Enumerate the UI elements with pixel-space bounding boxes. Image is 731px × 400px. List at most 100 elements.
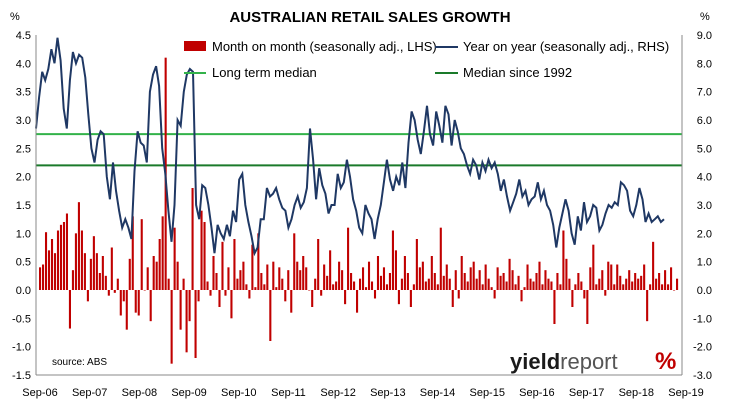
mom-bar (415, 239, 418, 290)
right-tick-label: -2.0 (693, 342, 712, 354)
mom-bar (332, 284, 335, 290)
x-tick-label: Sep-14 (420, 387, 455, 399)
mom-bar (275, 287, 278, 290)
yieldreport-logo: yieldreport % (510, 348, 676, 375)
right-tick-label: 3.0 (697, 200, 712, 212)
mom-bar (613, 284, 616, 290)
mom-bar (514, 284, 517, 290)
x-tick-label: Sep-06 (22, 387, 57, 399)
mom-bar (367, 261, 371, 290)
mom-bar (622, 284, 625, 290)
mom-bar (170, 290, 173, 364)
mom-bar (436, 284, 439, 290)
x-tick-label: Sep-18 (619, 387, 654, 399)
x-tick-label: Sep-16 (519, 387, 554, 399)
logo-percent: % (655, 348, 676, 375)
mom-bar (508, 258, 511, 290)
mom-bar (179, 290, 182, 330)
mom-bar (373, 290, 377, 299)
mom-bar (580, 281, 583, 290)
mom-bar (242, 261, 245, 290)
mom-bar (631, 281, 634, 290)
mom-bar (577, 273, 580, 290)
mom-bar (116, 278, 119, 290)
mom-bar (391, 230, 394, 290)
mom-bar (272, 261, 275, 290)
mom-bar (478, 270, 481, 290)
x-tick-label: Sep-11 (271, 387, 306, 399)
mom-bar (583, 290, 586, 299)
mom-bar (245, 284, 248, 290)
mom-bar (556, 273, 559, 290)
mom-bar (574, 284, 577, 290)
mom-bar (646, 290, 649, 322)
legend-label-mom: Month on month (seasonally adj., LHS) (212, 39, 437, 54)
mom-bar (454, 270, 457, 290)
x-tick-label: Sep-08 (122, 387, 157, 399)
right-tick-label: 5.0 (697, 143, 712, 155)
mom-bar (427, 278, 430, 290)
mom-bar (53, 253, 57, 290)
mom-bar (227, 267, 230, 290)
mom-bar (592, 244, 595, 290)
mom-bar (442, 275, 445, 290)
mom-bar (493, 290, 496, 299)
right-tick-label: 9.0 (697, 30, 712, 42)
mom-bar (341, 270, 344, 290)
mom-bar (80, 230, 83, 290)
mom-bar (379, 275, 383, 290)
mom-bar (152, 256, 155, 290)
mom-bar (65, 213, 69, 290)
mom-bar (616, 264, 619, 290)
right-tick-label: 2.0 (697, 228, 712, 240)
mom-bar (433, 273, 436, 290)
mom-bar (305, 267, 308, 290)
legend-label-median-1992: Median since 1992 (463, 65, 572, 80)
mom-bar (230, 290, 233, 319)
mom-bar (448, 278, 451, 290)
mom-bar (670, 267, 673, 290)
mom-bar (619, 275, 622, 290)
mom-bar (59, 224, 63, 290)
mom-bar (388, 273, 391, 290)
mom-bar (625, 278, 628, 290)
mom-bar (284, 290, 287, 302)
mom-bar (44, 232, 48, 290)
mom-bar (128, 258, 131, 290)
plot-frame (35, 35, 683, 376)
mom-bars (39, 57, 679, 364)
mom-bar (394, 250, 397, 290)
mom-bar (98, 273, 101, 290)
mom-bar (278, 267, 281, 290)
mom-bar (155, 261, 158, 290)
mom-bar (529, 278, 532, 290)
left-tick-label: 0.5 (16, 257, 31, 269)
mom-bar (517, 275, 520, 290)
mom-bar (311, 290, 314, 307)
left-tick-label: -1.5 (12, 370, 31, 382)
x-tick-label: Sep-10 (221, 387, 256, 399)
mom-bar (400, 278, 403, 290)
mom-bar (302, 256, 305, 290)
mom-bar (347, 227, 350, 290)
mom-bar (239, 270, 242, 290)
mom-bar (323, 264, 326, 290)
mom-bar (194, 290, 197, 358)
mom-bar (550, 281, 553, 290)
mom-bar (50, 239, 54, 290)
mom-bar (131, 216, 134, 290)
mom-bar (589, 267, 592, 290)
mom-bar (134, 290, 137, 313)
logo-part1: yield (510, 349, 560, 374)
mom-bar (376, 256, 380, 290)
mom-bar (568, 278, 571, 290)
mom-bar (191, 188, 194, 290)
left-axis-unit: % (10, 11, 20, 23)
source-note: source: ABS (52, 357, 107, 368)
mom-bar (640, 275, 643, 290)
legend: Month on month (seasonally adj., LHS) Ye… (184, 39, 669, 80)
mom-bar (236, 278, 239, 290)
mom-bar (221, 241, 224, 290)
right-tick-label: 1.0 (697, 257, 712, 269)
